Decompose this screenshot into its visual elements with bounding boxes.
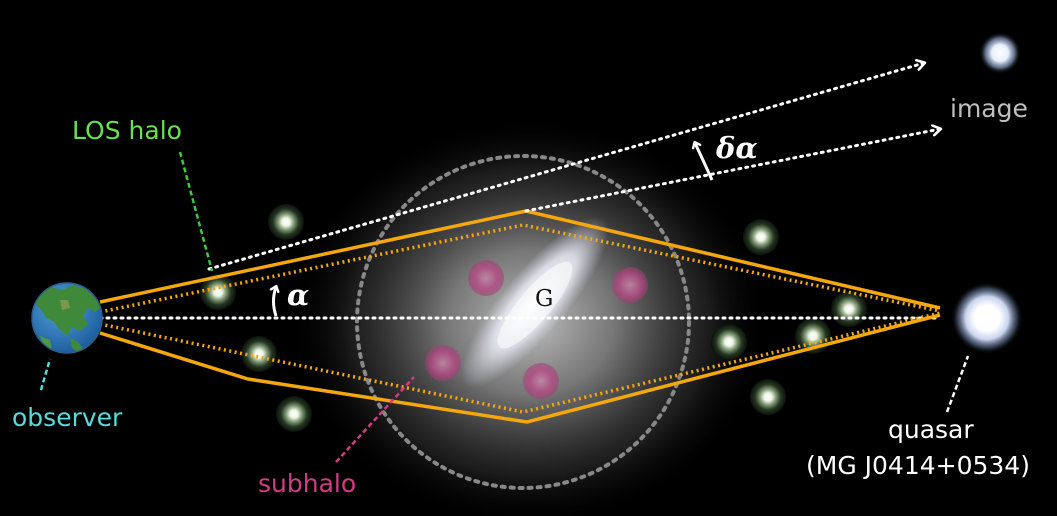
alpha-symbol: α (287, 278, 310, 312)
image-label: image (950, 94, 1028, 123)
observer-icon (31, 282, 103, 354)
quasar-label: quasar (888, 415, 974, 444)
subhalo-icon (425, 345, 461, 381)
image-ray-unperturbed (207, 63, 924, 271)
image-icon (979, 32, 1021, 74)
image-ray-perturbed (524, 129, 940, 213)
ray-path-upper-perturbed (99, 223, 941, 314)
delta-alpha-arc (695, 143, 714, 181)
halo-icon (743, 219, 779, 255)
halo-icon (711, 324, 747, 360)
subhalo-leader (335, 376, 415, 463)
halo-icon (276, 396, 312, 432)
halo-icon (750, 379, 786, 415)
ray-path-lower-perturbed (99, 311, 941, 414)
quasar-leader (945, 355, 970, 413)
subhalo-icon (523, 363, 559, 399)
ray-path-lower (99, 313, 941, 424)
galaxy-label: G (535, 286, 554, 312)
galaxy-core (497, 261, 573, 349)
alpha-arc (274, 287, 277, 317)
halo-icon (241, 336, 277, 372)
los-halo-label: LOS halo (72, 116, 182, 145)
halo-icon (831, 291, 867, 327)
subhalo-icon (612, 267, 648, 303)
subhalo-group (425, 260, 648, 399)
observer-label: observer (12, 403, 123, 432)
quasar-id-label: (MG J0414+0534) (806, 451, 1030, 480)
subhalo-label: subhalo (258, 469, 357, 498)
halo-icon (268, 204, 304, 240)
halo-icon (200, 274, 236, 310)
los-halo-leader (178, 151, 214, 272)
einstein-ring (355, 154, 691, 490)
quasar-icon (951, 282, 1023, 354)
delta-alpha-symbol: δα (716, 131, 758, 165)
observer-leader (39, 358, 52, 391)
subhalo-icon (468, 260, 504, 296)
